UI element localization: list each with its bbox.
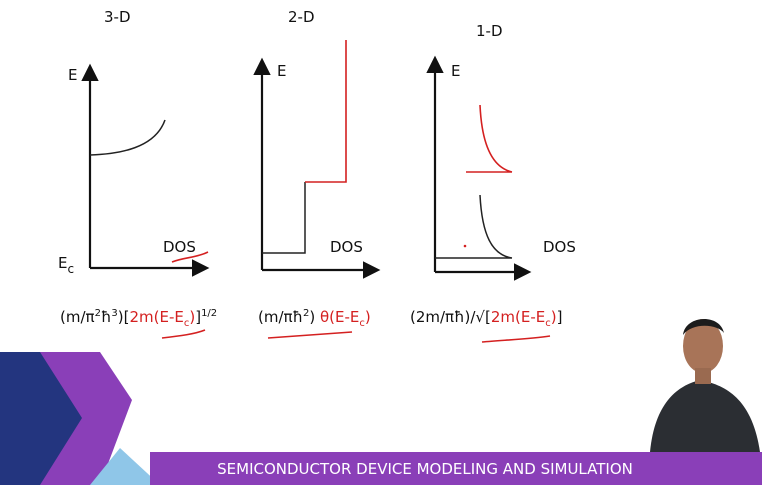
label-main: E (58, 254, 67, 272)
formula-part: 2m(E-E (491, 308, 545, 326)
formula-part: θ(E-E (320, 308, 359, 326)
formula-part: ) (365, 308, 371, 326)
formula: (2m/πħ)/√[2m(E-Ec)] (410, 308, 562, 329)
label-sub: c (67, 262, 74, 276)
formula-part: (2m/πħ)/√[ (410, 308, 491, 326)
footer-title: SEMICONDUCTOR DEVICE MODELING AND SIMULA… (217, 460, 633, 478)
formula: (m/πħ2) θ(E-Ec) (258, 308, 371, 329)
formula-part: 1/2 (201, 308, 217, 319)
panel-title: 2-D (288, 8, 315, 26)
axis-label: E (68, 66, 77, 84)
dot (464, 245, 467, 248)
formula-part: (m/π (60, 308, 95, 326)
formula: (m/π2ħ3)[2m(E-Ec)]1/2 (60, 308, 217, 329)
slide: 3-D E Ec DOS 2-D E DOS 1-D E DOS (m/π2ħ3… (0, 0, 762, 485)
formula-part: )[ (118, 308, 130, 326)
axis-label: E (451, 62, 460, 80)
formula-part: (m/πħ (258, 308, 303, 326)
formula-part: ] (557, 308, 563, 326)
axis-label: DOS (543, 238, 576, 256)
axis-label: E (277, 62, 286, 80)
formula-part: ħ (101, 308, 111, 326)
axis-label: DOS (163, 238, 196, 256)
page: 3-D E Ec DOS 2-D E DOS 1-D E DOS (m/π2ħ3… (0, 0, 762, 485)
formula-part: ) (309, 308, 320, 326)
panel-title: 3-D (104, 8, 131, 26)
axis-label: DOS (330, 238, 363, 256)
formula-part: 2m(E-E (129, 308, 183, 326)
panel-title: 1-D (476, 22, 503, 40)
